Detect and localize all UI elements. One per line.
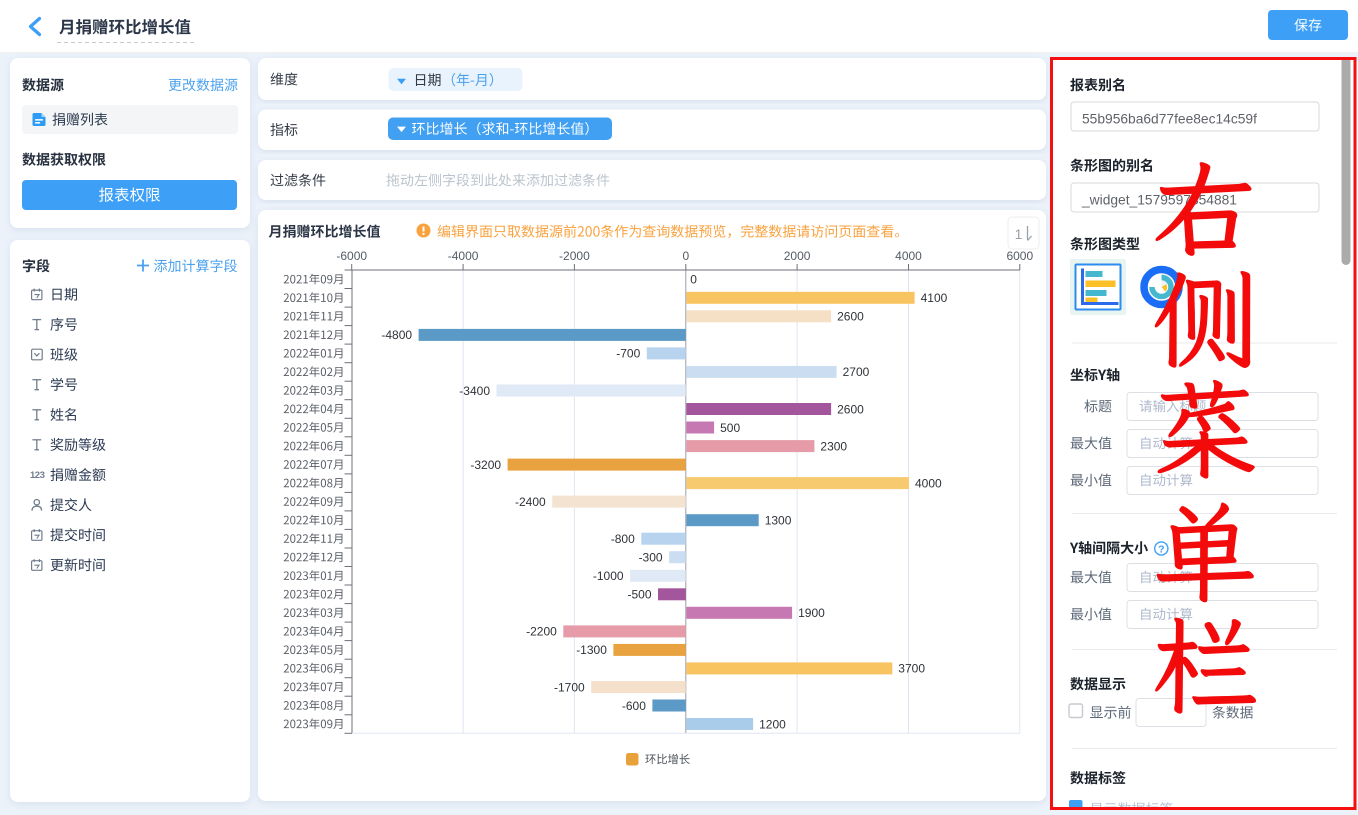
svg-text:2000: 2000 [784, 249, 811, 263]
svg-text:-2200: -2200 [526, 625, 557, 639]
svg-text:2600: 2600 [837, 310, 864, 324]
svg-text:-2000: -2000 [559, 249, 590, 263]
svg-text:1900: 1900 [798, 606, 825, 620]
svg-text:6000: 6000 [1006, 249, 1033, 263]
svg-text:_widget_1579597854881: _widget_1579597854881 [1081, 193, 1237, 208]
svg-text:-600: -600 [622, 699, 646, 713]
svg-text:-500: -500 [627, 588, 651, 602]
svg-text:4100: 4100 [921, 291, 948, 305]
svg-text:0: 0 [682, 249, 689, 263]
svg-text:1200: 1200 [759, 717, 786, 731]
svg-text:-300: -300 [639, 551, 663, 565]
svg-text:-3400: -3400 [459, 384, 490, 398]
svg-text:-3200: -3200 [470, 458, 501, 472]
svg-text:55b956ba6d77fee8ec14c59f: 55b956ba6d77fee8ec14c59f [1082, 112, 1257, 127]
svg-text:-2400: -2400 [515, 495, 546, 509]
svg-text:2300: 2300 [820, 439, 847, 453]
svg-text:2600: 2600 [837, 402, 864, 416]
svg-text:-4000: -4000 [448, 249, 479, 263]
svg-text:123: 123 [30, 470, 45, 481]
svg-text:-800: -800 [611, 532, 635, 546]
svg-text:500: 500 [720, 421, 740, 435]
svg-text:?: ? [1158, 544, 1164, 556]
svg-text:3700: 3700 [898, 662, 925, 676]
svg-text:-700: -700 [616, 347, 640, 361]
svg-text:1: 1 [1015, 227, 1023, 242]
svg-text:-1700: -1700 [554, 680, 585, 694]
svg-text:4000: 4000 [895, 249, 922, 263]
svg-text:0: 0 [690, 273, 697, 287]
svg-text:-1000: -1000 [593, 569, 624, 583]
svg-text:-1300: -1300 [576, 643, 607, 657]
svg-text:1300: 1300 [765, 514, 792, 528]
svg-text:-4800: -4800 [381, 328, 412, 342]
svg-text:2700: 2700 [843, 365, 870, 379]
svg-text:4000: 4000 [915, 476, 942, 490]
svg-text:-6000: -6000 [336, 249, 367, 263]
